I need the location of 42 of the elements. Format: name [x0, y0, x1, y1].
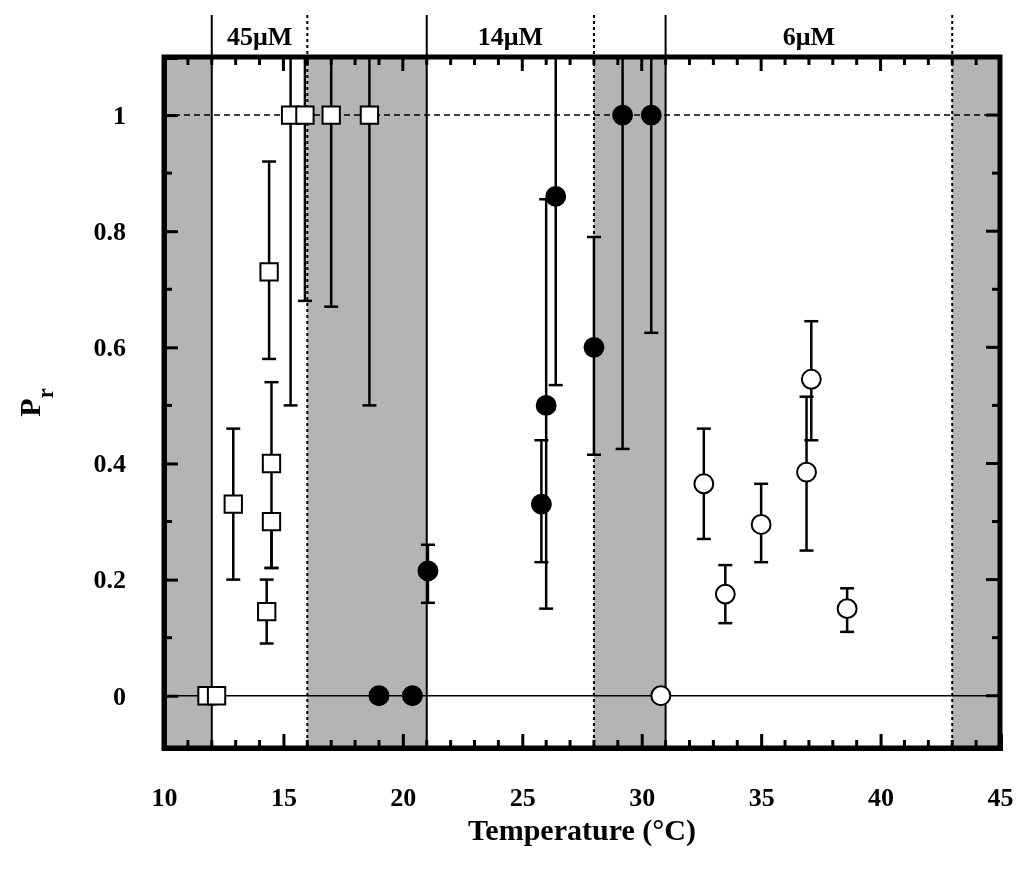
point: [800, 368, 822, 390]
y-tick-label: 0.6: [93, 333, 126, 363]
x-tick-label: 20: [390, 783, 417, 813]
text: 14μM: [477, 22, 543, 51]
y-tick-label: 0.2: [93, 565, 126, 595]
point: [650, 685, 672, 707]
x-tick-label: 30: [629, 783, 656, 813]
point: [261, 511, 282, 532]
x-tick-label: 25: [509, 783, 536, 813]
y-tick-label: 0.8: [93, 217, 126, 247]
point: [259, 262, 279, 282]
point: [368, 685, 390, 707]
x-tick-label: 15: [270, 783, 297, 813]
y-tick-label: 0.4: [93, 449, 126, 479]
y-tick-label: 1: [113, 100, 126, 130]
y-tick-label: 0: [113, 681, 126, 711]
point: [640, 104, 662, 126]
x-axis-title: Temperature (°C): [468, 813, 696, 847]
point: [401, 685, 423, 707]
point: [612, 104, 634, 126]
point: [693, 473, 715, 495]
point: [714, 583, 736, 605]
point: [836, 598, 858, 620]
x-tick-label: 35: [748, 783, 775, 813]
text: 6μM: [782, 22, 836, 51]
point: [261, 453, 282, 474]
point: [417, 560, 439, 582]
text: 45μM: [226, 22, 293, 51]
x-tick-label: 45: [987, 783, 1014, 813]
point: [535, 394, 557, 416]
point: [257, 601, 277, 622]
point: [295, 105, 315, 125]
point: [321, 105, 341, 125]
point: [545, 185, 567, 207]
point: [223, 494, 243, 514]
x-tick-label: 40: [868, 783, 895, 813]
point: [750, 514, 772, 535]
x-tick-label: 10: [151, 783, 178, 813]
point: [583, 336, 605, 358]
point: [796, 461, 817, 483]
point: [359, 105, 380, 125]
point: [530, 493, 552, 515]
